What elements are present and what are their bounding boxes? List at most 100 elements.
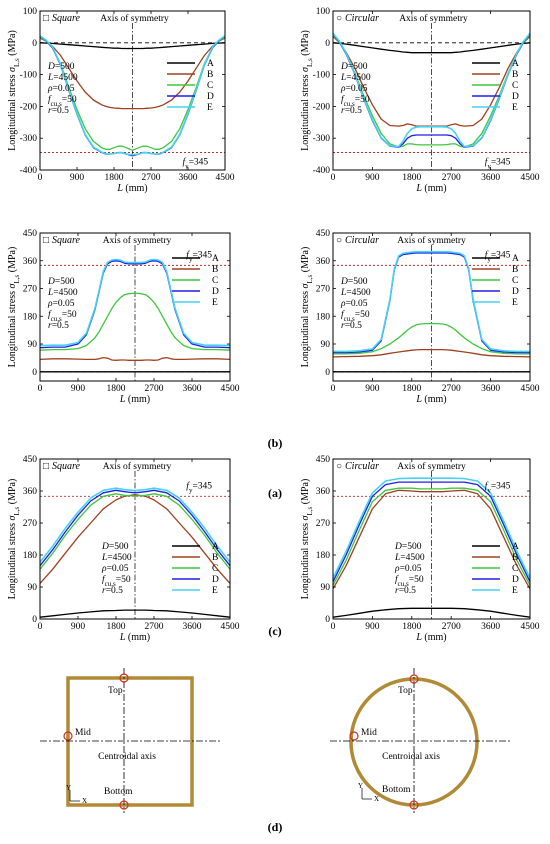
axis-of-symmetry-label: Axis of symmetry xyxy=(397,235,466,246)
x-tick-label: 2700 xyxy=(442,173,461,183)
series-line-C xyxy=(332,34,531,148)
y-tick-label: 90 xyxy=(28,583,38,593)
y-tick-label: -200 xyxy=(313,102,331,112)
square-top-marker xyxy=(119,673,129,683)
series-line-A xyxy=(332,42,531,54)
title-marker: □ xyxy=(43,235,49,246)
axis-of-symmetry-label: Axis of symmetry xyxy=(103,461,172,472)
circular-top-label: Top xyxy=(398,686,413,696)
x-axis-label: L (mm) xyxy=(119,394,150,405)
param-0: D=500 xyxy=(394,542,422,552)
y-axis-label: Longitudinal stress σL,s (MPa) xyxy=(7,479,21,600)
param-0: D=500 xyxy=(340,277,368,287)
legend-label-A: A xyxy=(512,542,519,552)
yield-stress-label: fy=345 xyxy=(485,249,511,263)
legend-label-B: B xyxy=(212,553,218,563)
chart-panel-c-right: 0 900 1800 2700 3600 4500 0 90 180 270 360 450 L (mm… xyxy=(300,455,540,643)
series-line-E xyxy=(39,487,231,563)
legend-label-B: B xyxy=(212,265,218,275)
chart-title: Square xyxy=(52,461,81,472)
x-tick-label: 4500 xyxy=(521,173,540,183)
x-tick-label: 0 xyxy=(38,622,43,632)
y-tick-label: -400 xyxy=(313,166,331,176)
circular-centroidal-axis-label: Centroidal axis xyxy=(382,752,440,762)
param-1: L=4500 xyxy=(47,288,78,298)
x-tick-label: 2700 xyxy=(142,173,161,183)
y-axis-label: Longitudinal stress σL,s (MPa) xyxy=(300,479,314,600)
legend-label-C: C xyxy=(207,81,213,91)
yield-stress-label: fy=345 xyxy=(182,157,208,171)
caption-c: (c) xyxy=(268,624,281,638)
param-1: L=4500 xyxy=(101,553,132,563)
plot-frame xyxy=(332,10,531,171)
axis-of-symmetry-label: Axis of symmetry xyxy=(399,13,468,24)
x-tick-label: 2700 xyxy=(442,384,461,394)
legend-label-E: E xyxy=(207,103,213,113)
chart-panel-b-left: 0 900 1800 2700 3600 4500 0 90 180 270 360 450 L (mm… xyxy=(7,229,240,405)
y-axis-label: Longitudinal stress σL,s (MPa) xyxy=(300,247,314,368)
legend-label-B: B xyxy=(512,70,518,80)
square-top-label: Top xyxy=(108,686,123,696)
legend-label-D: D xyxy=(512,287,519,297)
y-tick-label: 180 xyxy=(316,312,331,322)
y-tick-label: 180 xyxy=(23,312,38,322)
series-line-D xyxy=(332,481,531,582)
x-tick-label: 900 xyxy=(71,622,86,632)
x-tick-label: 900 xyxy=(71,384,86,394)
square-centroidal-axis-label: Centroidal axis xyxy=(98,752,156,762)
series-line-B xyxy=(332,489,531,590)
y-tick-label: 100 xyxy=(316,7,331,17)
y-axis-label: Longitudinal stress σL,s (MPa) xyxy=(7,247,21,368)
x-tick-label: 3600 xyxy=(481,384,500,394)
x-tick-label: 2700 xyxy=(145,622,164,632)
y-tick-label: -300 xyxy=(20,134,38,144)
x-tick-label: 0 xyxy=(331,173,336,183)
x-tick-label: 3600 xyxy=(481,173,500,183)
legend-label-C: C xyxy=(212,276,218,286)
x-tick-label: 3600 xyxy=(183,384,202,394)
param-2: ρ=0.05 xyxy=(47,84,75,94)
legend-label-A: A xyxy=(512,59,519,69)
param-4: r=0.5 xyxy=(341,321,362,331)
series-line-D xyxy=(39,489,231,567)
square-bottom-marker xyxy=(119,800,129,810)
x-tick-label: 4500 xyxy=(216,173,235,183)
y-tick-label: 360 xyxy=(23,487,38,497)
x-axis-label: L (mm) xyxy=(116,183,147,194)
axis-of-symmetry-label: Axis of symmetry xyxy=(100,13,169,24)
y-tick-label: -200 xyxy=(20,102,38,112)
legend-label-C: C xyxy=(212,564,218,574)
square-mid-marker xyxy=(63,731,73,741)
yield-stress-label: fy=345 xyxy=(186,249,212,263)
legend-label-E: E xyxy=(212,298,218,308)
param-4: r=0.5 xyxy=(48,321,69,331)
legend-label-A: A xyxy=(212,254,219,264)
y-tick-label: 450 xyxy=(316,229,331,239)
legend-label-E: E xyxy=(512,298,518,308)
legend-label-E: E xyxy=(512,586,518,596)
x-tick-label: 0 xyxy=(38,384,43,394)
chart-title: Circular xyxy=(345,235,379,246)
title-marker: ○ xyxy=(336,235,342,246)
legend-label-A: A xyxy=(212,542,219,552)
plot-frame xyxy=(39,232,231,382)
y-tick-label: 360 xyxy=(316,257,331,267)
y-tick-label: 360 xyxy=(316,487,331,497)
legend-label-C: C xyxy=(512,276,518,286)
series-line-E xyxy=(332,32,531,148)
square-y-label: Y xyxy=(66,784,71,792)
x-axis-label: L (mm) xyxy=(119,632,150,643)
square-mid-label: Mid xyxy=(75,728,91,738)
caption-d: (d) xyxy=(268,820,283,834)
square-x-label: X xyxy=(82,797,87,805)
param-1: L=4500 xyxy=(394,553,425,563)
title-marker: □ xyxy=(43,13,49,24)
x-tick-label: 4500 xyxy=(221,384,240,394)
y-tick-label: 270 xyxy=(316,285,331,295)
axis-of-symmetry-label: Axis of symmetry xyxy=(103,235,172,246)
x-tick-label: 1800 xyxy=(105,173,124,183)
y-tick-label: 0 xyxy=(325,39,330,49)
legend-label-B: B xyxy=(207,70,213,80)
chart-title: Circular xyxy=(345,13,379,24)
y-tick-label: -100 xyxy=(313,71,331,81)
